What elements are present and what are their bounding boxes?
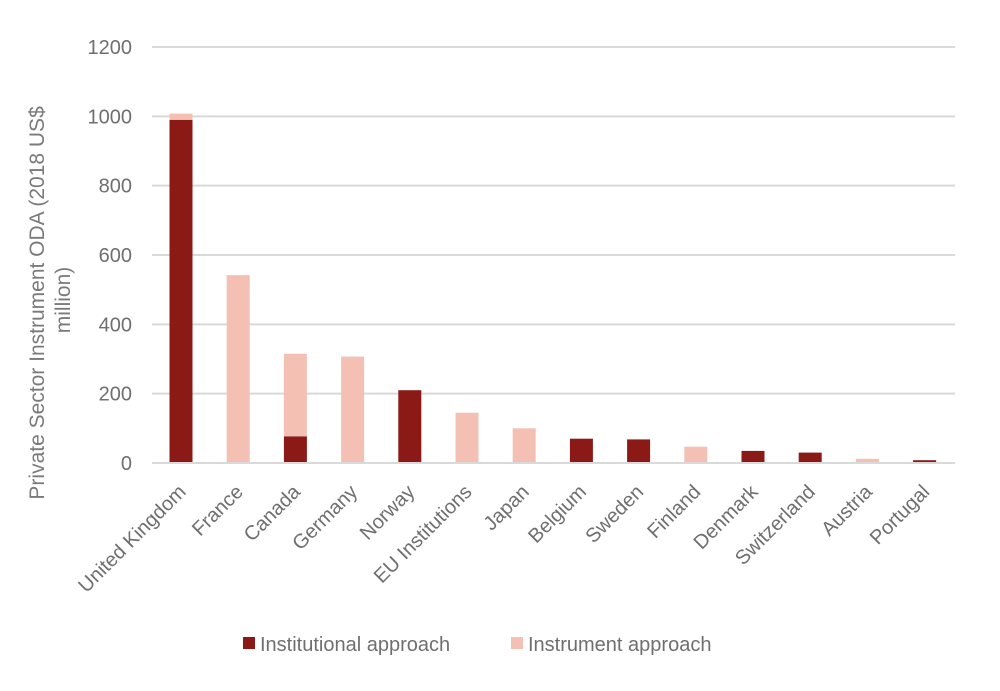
y-axis-title-line-1: Private Sector Instrument ODA (2018 US$ <box>26 106 49 500</box>
y-tick-label: 1000 <box>88 106 133 128</box>
bar-institutional <box>398 390 422 463</box>
legend-item: Institutional approach <box>243 634 450 656</box>
y-tick-label: 200 <box>99 384 132 406</box>
bar-instrument <box>455 412 479 463</box>
bar-instrument <box>684 446 708 463</box>
gridlines <box>152 46 955 395</box>
y-axis-title-line-2: million) <box>52 267 75 334</box>
bar-instrument <box>169 113 193 120</box>
x-category-label: United Kingdom <box>74 481 190 597</box>
legend-swatch <box>511 637 523 649</box>
x-category-label: Japan <box>480 481 534 535</box>
bar-instrument <box>341 356 365 463</box>
x-category-label: Portugal <box>866 481 934 549</box>
legend-label: Instrument approach <box>528 634 711 656</box>
bar-institutional <box>169 119 193 464</box>
y-tick-label: 600 <box>99 245 132 267</box>
bar-instrument <box>855 458 879 463</box>
bar-institutional <box>627 439 651 463</box>
legend-item: Instrument approach <box>511 634 711 656</box>
bar-institutional <box>741 450 765 463</box>
bar-instrument <box>512 428 536 463</box>
bar-institutional <box>569 438 593 463</box>
x-category-label: Sweden <box>581 481 648 548</box>
bar-institutional <box>798 452 822 463</box>
bar-instrument <box>283 353 307 437</box>
y-tick-label: 0 <box>121 453 132 475</box>
y-tick-label: 1200 <box>88 37 133 59</box>
x-category-label: Belgium <box>524 481 591 548</box>
x-category-label: France <box>188 481 248 541</box>
x-axis-categories: United KingdomFranceCanadaGermanyNorwayE… <box>74 480 934 597</box>
y-axis-ticks: 0 200 400 600 800 1000 1200 <box>88 37 133 475</box>
y-tick-label: 800 <box>99 176 132 198</box>
y-tick-label: 400 <box>99 314 132 336</box>
legend-label: Institutional approach <box>260 634 450 656</box>
bar-instrument <box>226 275 250 463</box>
bar-institutional <box>283 436 307 463</box>
bars <box>169 113 937 464</box>
legend: Institutional approach Instrument approac… <box>243 634 711 656</box>
y-axis-title: Private Sector Instrument ODA (2018 US$ … <box>26 100 75 499</box>
legend-swatch <box>243 637 255 649</box>
x-category-label: EU Institutions <box>370 481 477 588</box>
bar-institutional <box>913 460 937 463</box>
